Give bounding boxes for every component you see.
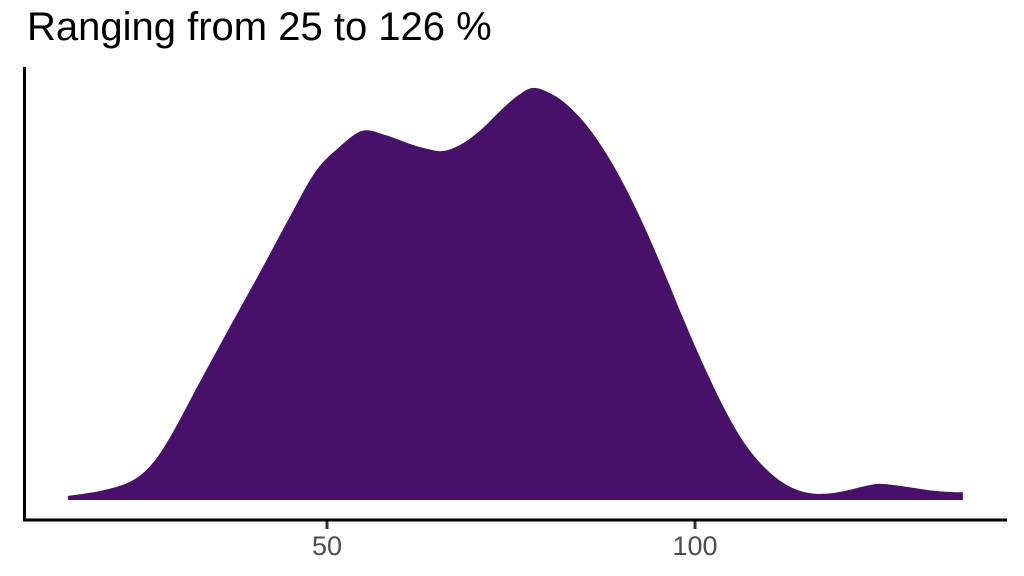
x-axis-tick-label: 50 — [312, 531, 342, 561]
x-axis-ticks: 50 100 — [312, 521, 718, 561]
plot-title: Ranging from 25 to 126 % — [27, 5, 492, 49]
density-area — [67, 87, 963, 500]
x-axis-tick-label: 100 — [672, 531, 717, 561]
